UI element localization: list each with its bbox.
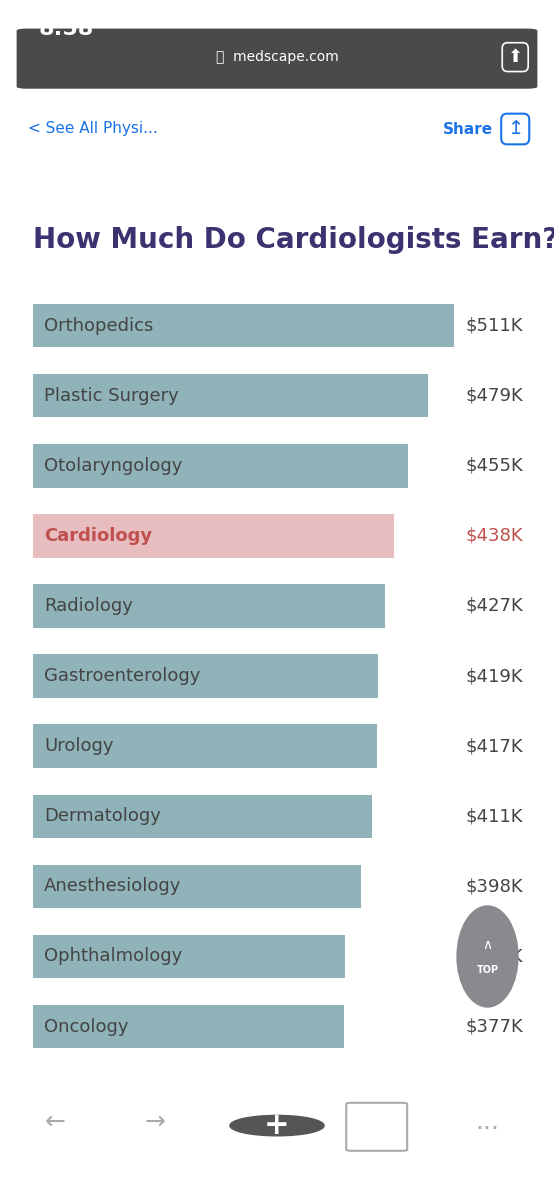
Text: 🔒  medscape.com: 🔒 medscape.com	[216, 50, 338, 64]
Text: ...: ...	[475, 1110, 500, 1134]
FancyBboxPatch shape	[33, 865, 361, 908]
Text: Urology: Urology	[44, 737, 114, 755]
Text: Oncology: Oncology	[44, 1018, 129, 1036]
FancyBboxPatch shape	[33, 304, 454, 347]
Text: $511K: $511K	[465, 317, 523, 335]
Text: Ophthalmology: Ophthalmology	[44, 948, 183, 966]
Text: →: →	[145, 1110, 166, 1134]
FancyBboxPatch shape	[33, 725, 377, 768]
Text: $438K: $438K	[465, 527, 523, 545]
Text: $479K: $479K	[465, 386, 523, 404]
Text: Share: Share	[443, 121, 493, 137]
FancyBboxPatch shape	[33, 794, 372, 838]
FancyBboxPatch shape	[150, 1186, 404, 1195]
Text: Radiology: Radiology	[44, 596, 133, 614]
Text: +: +	[264, 1111, 290, 1140]
FancyBboxPatch shape	[33, 374, 428, 418]
Text: < See All Physi...: < See All Physi...	[28, 121, 157, 137]
Text: ∧: ∧	[483, 938, 493, 953]
Text: $417K: $417K	[465, 737, 523, 755]
FancyBboxPatch shape	[17, 29, 537, 89]
Text: ⬆: ⬆	[507, 48, 523, 66]
Circle shape	[230, 1116, 324, 1135]
FancyBboxPatch shape	[33, 654, 378, 698]
Text: ↥: ↥	[507, 120, 524, 138]
Text: Dermatology: Dermatology	[44, 808, 161, 826]
FancyBboxPatch shape	[33, 514, 394, 558]
Text: $398K: $398K	[465, 877, 523, 895]
Text: $411K: $411K	[465, 808, 523, 826]
Text: 8:58: 8:58	[39, 18, 94, 38]
Text: How Much Do Cardiologists Earn?: How Much Do Cardiologists Earn?	[33, 227, 554, 254]
Text: 27: 27	[368, 1120, 386, 1132]
Circle shape	[457, 906, 518, 1007]
Text: Gastroenterology: Gastroenterology	[44, 667, 201, 685]
Text: $378K: $378K	[465, 948, 523, 966]
FancyBboxPatch shape	[33, 584, 385, 628]
Text: TOP: TOP	[476, 965, 499, 976]
Text: $419K: $419K	[465, 667, 523, 685]
FancyBboxPatch shape	[33, 935, 345, 978]
Text: Otolaryngology: Otolaryngology	[44, 457, 183, 475]
Text: Anesthesiology: Anesthesiology	[44, 877, 182, 895]
Text: $377K: $377K	[465, 1018, 523, 1036]
Text: Cardiology: Cardiology	[44, 527, 152, 545]
Text: ←: ←	[45, 1110, 66, 1134]
Text: $455K: $455K	[465, 457, 523, 475]
Text: Plastic Surgery: Plastic Surgery	[44, 386, 179, 404]
Text: Orthopedics: Orthopedics	[44, 317, 153, 335]
Text: $427K: $427K	[465, 596, 523, 614]
FancyBboxPatch shape	[33, 1004, 344, 1049]
FancyBboxPatch shape	[33, 444, 408, 487]
